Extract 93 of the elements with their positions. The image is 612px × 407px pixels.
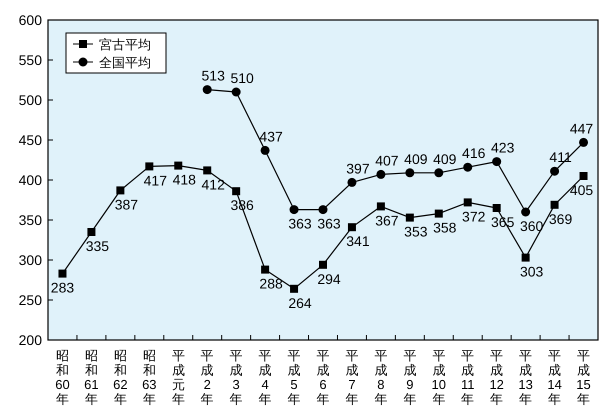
x-tick-label: 昭和63年 bbox=[142, 348, 157, 406]
point bbox=[580, 172, 588, 180]
point bbox=[463, 162, 472, 172]
point bbox=[434, 210, 443, 218]
data-label: 358 bbox=[433, 220, 457, 236]
data-label: 412 bbox=[202, 176, 226, 192]
data-label: 387 bbox=[114, 196, 138, 212]
point bbox=[232, 187, 240, 196]
legend-label: 全国平均 bbox=[99, 55, 151, 70]
x-tick-label: 平成7年 bbox=[345, 348, 358, 406]
point bbox=[290, 284, 298, 293]
x-tick-label: 平成15年 bbox=[576, 348, 591, 406]
data-label: 288 bbox=[259, 276, 283, 292]
point bbox=[319, 260, 327, 269]
x-tick-label: 平成4年 bbox=[258, 348, 272, 406]
data-label: 405 bbox=[570, 182, 594, 198]
point bbox=[492, 157, 502, 166]
data-label: 367 bbox=[375, 212, 399, 228]
data-label: 397 bbox=[346, 160, 370, 176]
data-label: 372 bbox=[462, 208, 486, 224]
point bbox=[261, 266, 270, 274]
data-label: 283 bbox=[50, 280, 74, 296]
y-tick-label: 300 bbox=[18, 252, 42, 268]
data-label: 418 bbox=[172, 172, 196, 188]
data-label: 423 bbox=[491, 140, 515, 156]
y-tick-label: 350 bbox=[18, 212, 42, 228]
point bbox=[376, 170, 386, 179]
x-tick-label: 平成12年 bbox=[489, 348, 504, 406]
data-label: 353 bbox=[404, 224, 428, 240]
data-label: 409 bbox=[404, 150, 428, 167]
x-tick-label: 平成11年 bbox=[460, 348, 474, 406]
x-tick-label: 平成13年 bbox=[518, 348, 533, 406]
y-tick-label: 450 bbox=[18, 132, 42, 148]
x-tick-label: 昭和60年 bbox=[55, 348, 70, 406]
y-tick-label: 200 bbox=[18, 332, 42, 348]
x-tick-label: 平成3年 bbox=[230, 348, 243, 406]
point bbox=[522, 254, 530, 262]
data-label: 437 bbox=[259, 128, 283, 144]
x-tick-label: 昭和61年 bbox=[84, 348, 99, 406]
legend-label: 宮古平均 bbox=[99, 37, 151, 52]
y-tick-label: 550 bbox=[18, 52, 42, 68]
point bbox=[347, 178, 356, 187]
data-label: 513 bbox=[202, 68, 226, 84]
point bbox=[550, 166, 560, 176]
data-label: 303 bbox=[520, 264, 544, 280]
data-label: 369 bbox=[548, 210, 572, 227]
point bbox=[174, 162, 182, 170]
point bbox=[318, 205, 328, 214]
y-tick-label: 600 bbox=[18, 12, 42, 28]
point bbox=[492, 204, 501, 212]
data-label: 363 bbox=[317, 216, 341, 232]
point bbox=[406, 214, 414, 222]
data-label: 416 bbox=[462, 145, 486, 162]
point bbox=[348, 223, 356, 232]
point bbox=[232, 88, 241, 96]
x-tick-label: 平成6年 bbox=[316, 348, 330, 406]
x-tick-label: 昭和62年 bbox=[113, 348, 128, 406]
point bbox=[579, 138, 588, 147]
x-tick-label: 平成元年 bbox=[172, 348, 185, 406]
point bbox=[87, 228, 96, 236]
point bbox=[434, 168, 444, 178]
x-tick-label: 平成8年 bbox=[374, 348, 388, 406]
data-label: 447 bbox=[570, 120, 594, 136]
point bbox=[202, 85, 212, 94]
point bbox=[58, 270, 66, 278]
y-tick-label: 400 bbox=[18, 172, 42, 188]
data-label: 363 bbox=[288, 216, 312, 232]
point bbox=[405, 168, 414, 178]
point bbox=[376, 202, 385, 210]
y-tick-label: 500 bbox=[18, 92, 42, 108]
x-tick-label: 平成9年 bbox=[403, 348, 416, 406]
data-label: 294 bbox=[317, 270, 341, 287]
y-tick-label: 250 bbox=[18, 292, 42, 308]
data-label: 264 bbox=[288, 294, 312, 311]
x-tick-label: 平成10年 bbox=[432, 348, 446, 406]
data-label: 407 bbox=[375, 152, 399, 168]
point bbox=[550, 200, 559, 209]
x-tick-label: 平成5年 bbox=[288, 348, 301, 406]
point bbox=[260, 146, 270, 155]
data-label: 510 bbox=[230, 70, 254, 86]
point bbox=[464, 198, 472, 206]
point bbox=[203, 166, 212, 174]
data-label: 335 bbox=[86, 238, 110, 254]
data-label: 417 bbox=[144, 172, 168, 188]
point bbox=[521, 208, 530, 216]
point bbox=[145, 162, 154, 170]
data-label: 409 bbox=[433, 150, 457, 167]
data-label: 341 bbox=[346, 233, 370, 250]
x-tick-label: 平成2年 bbox=[200, 348, 214, 406]
x-tick-label: 平成14年 bbox=[547, 348, 562, 406]
point bbox=[116, 186, 124, 194]
data-label: 360 bbox=[520, 218, 544, 234]
point bbox=[290, 205, 299, 214]
